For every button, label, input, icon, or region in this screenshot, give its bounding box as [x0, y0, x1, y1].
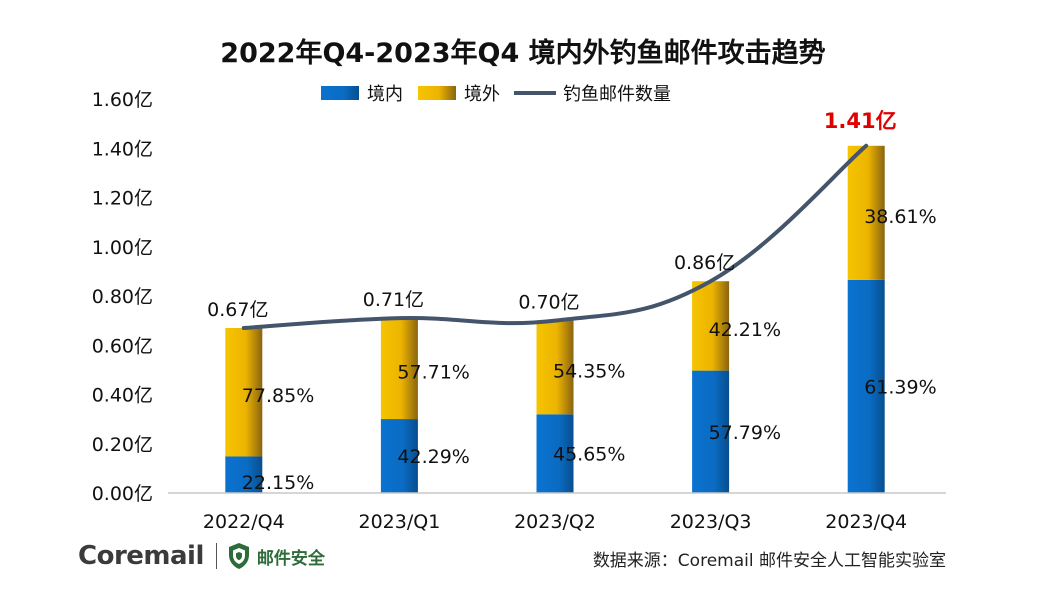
data-label-foreign: 38.61%	[864, 206, 936, 228]
data-label-domestic: 22.15%	[242, 472, 314, 494]
bar-domestic	[225, 456, 263, 493]
data-label-domestic: 57.79%	[709, 422, 781, 444]
x-tick-label: 2022/Q4	[203, 511, 285, 533]
y-tick-label: 1.60亿	[92, 89, 153, 111]
legend-swatch-domestic	[321, 86, 359, 100]
x-tick-label: 2023/Q1	[358, 511, 440, 533]
data-label-foreign: 77.85%	[242, 385, 314, 407]
brand-name: Coremail	[78, 541, 204, 571]
y-tick-label: 0.60亿	[92, 335, 153, 357]
y-tick-label: 1.40亿	[92, 138, 153, 160]
x-axis: 2022/Q4 2023/Q1 2023/Q2 2023/Q3 2023/Q4	[168, 492, 946, 533]
data-label-domestic: 45.65%	[553, 444, 625, 466]
bar-domestic	[847, 279, 885, 493]
data-label-line: 0.70亿	[518, 292, 579, 314]
legend-label-foreign: 境外	[464, 84, 500, 105]
data-label-line: 0.86亿	[674, 252, 735, 274]
chart: 2022年Q4-2023年Q4 境内外钓鱼邮件攻击趋势 境内 境外 钓鱼邮件数量 0…	[92, 37, 946, 533]
x-tick-label: 2023/Q2	[514, 511, 596, 533]
legend-label-line: 钓鱼邮件数量	[563, 84, 671, 105]
legend-label-domestic: 境内	[367, 84, 403, 105]
y-tick-label: 0.00亿	[92, 483, 153, 505]
bar-foreign	[380, 318, 418, 420]
coremail-logo: Coremail 邮件安全	[78, 536, 325, 576]
shield-icon	[228, 543, 249, 569]
bar-domestic	[380, 419, 418, 493]
data-label-line: 1.41亿	[824, 109, 897, 133]
data-label-foreign: 42.21%	[709, 319, 781, 341]
brand-subtitle: 邮件安全	[256, 548, 325, 569]
bar-foreign	[847, 145, 885, 280]
legend-swatch-foreign	[418, 86, 456, 100]
bar-domestic	[536, 414, 574, 493]
brand-divider	[215, 543, 217, 569]
legend: 境内 境外 钓鱼邮件数量	[321, 84, 671, 105]
source-note: 数据来源：Coremail 邮件安全人工智能实验室	[592, 551, 946, 571]
bars: 22.15% 77.85% 42.29% 57.71% 45.65% 54.35% 57.7…	[225, 145, 937, 494]
x-tick-label: 2023/Q4	[825, 511, 907, 533]
line-phishing-count	[241, 143, 869, 331]
y-tick-label: 0.80亿	[92, 286, 153, 308]
bar-foreign	[536, 320, 574, 415]
bar-foreign	[225, 328, 263, 457]
x-tick-label: 2023/Q3	[670, 511, 752, 533]
bar-domestic	[692, 370, 730, 493]
chart-title: 2022年Q4-2023年Q4 境内外钓鱼邮件攻击趋势	[220, 37, 825, 69]
y-axis: 0.00亿 0.20亿 0.40亿 0.60亿 0.80亿 1.00亿 1.20亿 1.40亿…	[92, 89, 153, 505]
data-label-foreign: 54.35%	[553, 360, 625, 382]
y-tick-label: 0.40亿	[92, 385, 153, 407]
y-tick-label: 1.00亿	[92, 237, 153, 259]
data-label-foreign: 57.71%	[397, 362, 469, 384]
data-label-domestic: 61.39%	[864, 376, 936, 398]
line-series: 0.67亿 0.71亿 0.70亿 0.86亿 1.41亿	[207, 109, 897, 331]
y-tick-label: 0.20亿	[92, 434, 153, 456]
bar-foreign	[692, 281, 730, 371]
data-label-line: 0.71亿	[363, 289, 424, 311]
data-label-domestic: 42.29%	[397, 446, 469, 468]
data-label-line: 0.67亿	[207, 299, 268, 321]
y-tick-label: 1.20亿	[92, 188, 153, 210]
